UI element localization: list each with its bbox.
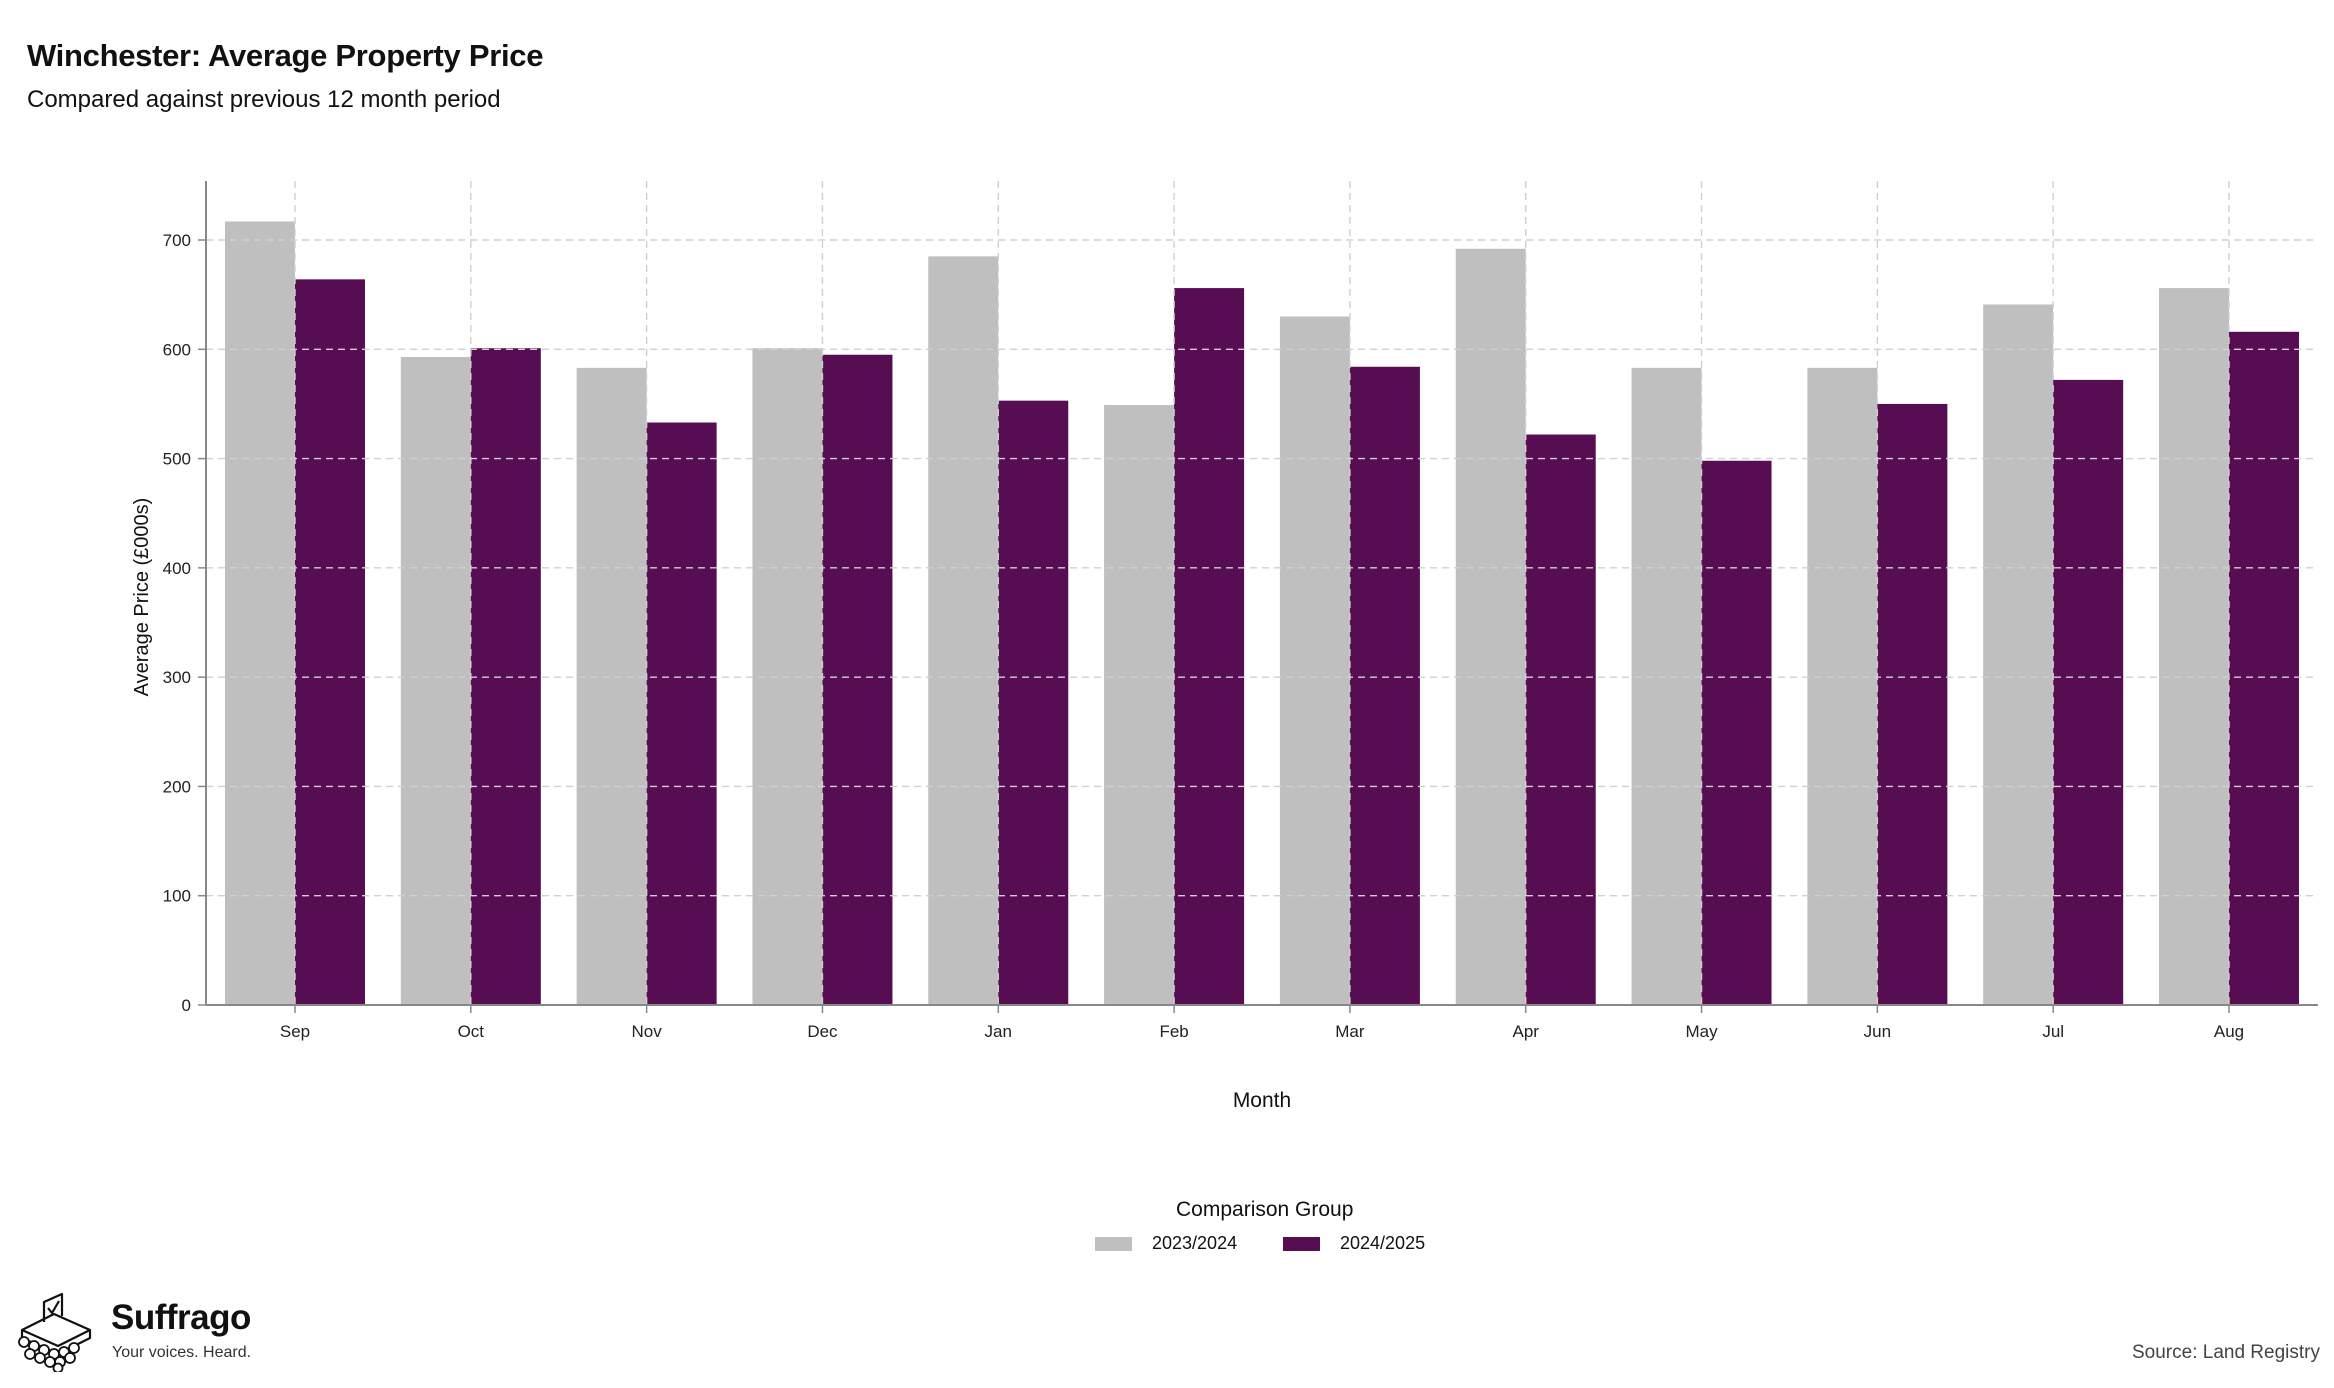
- bar-2024-2025-aug: [2229, 331, 2299, 1005]
- x-tick-label-mar: Mar: [1335, 1022, 1365, 1041]
- x-tick-label-feb: Feb: [1159, 1022, 1188, 1041]
- bar-2024-2025-jan: [998, 400, 1069, 1005]
- y-tick-label-300: 300: [163, 668, 191, 687]
- x-tick-label-may: May: [1685, 1022, 1718, 1041]
- chart-subtitle: Compared against previous 12 month perio…: [27, 86, 501, 113]
- x-tick-label-jul: Jul: [2042, 1022, 2064, 1041]
- y-tick-label-0: 0: [182, 996, 191, 1015]
- x-tick-label-oct: Oct: [458, 1022, 485, 1041]
- x-tick-label-nov: Nov: [632, 1022, 663, 1041]
- bar-2024-2025-mar: [1349, 366, 1420, 1005]
- x-tick-label-jun: Jun: [1864, 1022, 1891, 1041]
- bar-2024-2025-jul: [2053, 379, 2124, 1005]
- y-tick-label-100: 100: [163, 887, 191, 906]
- y-tick-label-600: 600: [163, 340, 191, 359]
- bar-2023-2024-nov: [576, 367, 647, 1006]
- brand-name: Suffrago: [111, 1298, 251, 1337]
- bar-2024-2025-nov: [646, 422, 717, 1005]
- bar-2023-2024-mar: [1279, 316, 1350, 1005]
- bar-2024-2025-apr: [1525, 434, 1596, 1005]
- bar-2024-2025-sep: [295, 279, 365, 1005]
- bar-2023-2024-jun: [1807, 367, 1878, 1006]
- chart-title: Winchester: Average Property Price: [27, 38, 544, 73]
- bar-2023-2024-apr: [1455, 248, 1526, 1005]
- legend-item-2023-2024: 2023/2024: [1095, 1233, 1237, 1254]
- y-tick-label-500: 500: [163, 450, 191, 469]
- bar-2023-2024-feb: [1104, 405, 1175, 1005]
- legend-swatch-2023-2024: [1095, 1236, 1132, 1251]
- bar-2023-2024-jul: [1983, 304, 2054, 1005]
- legend-item-2024-2025: 2024/2025: [1283, 1233, 1425, 1254]
- bar-2024-2025-jun: [1877, 403, 1948, 1005]
- bar-2024-2025-may: [1701, 460, 1772, 1005]
- y-tick-label-200: 200: [163, 777, 191, 796]
- x-tick-label-aug: Aug: [2214, 1022, 2244, 1041]
- y-tick-label-400: 400: [163, 559, 191, 578]
- source-note: Source: Land Registry: [2132, 1342, 2320, 1363]
- bar-2024-2025-feb: [1174, 288, 1245, 1006]
- legend-label-2024-2025: 2024/2025: [1340, 1233, 1426, 1253]
- x-tick-label-sep: Sep: [280, 1022, 310, 1041]
- legend-swatch-2024-2025: [1283, 1236, 1320, 1251]
- y-axis-title: Average Price (£000s): [131, 498, 153, 697]
- bar-2023-2024-jan: [928, 256, 999, 1006]
- x-tick-label-jan: Jan: [985, 1022, 1012, 1041]
- y-tick-label-700: 700: [163, 231, 191, 250]
- x-tick-label-dec: Dec: [807, 1022, 838, 1041]
- legend-title: Comparison Group: [1176, 1198, 1354, 1221]
- x-axis-title: Month: [1233, 1089, 1291, 1112]
- brand-tagline: Your voices. Heard.: [112, 1344, 252, 1361]
- bar-2023-2024-oct: [400, 356, 471, 1006]
- bar-2023-2024-aug: [2159, 288, 2229, 1006]
- bar-2024-2025-dec: [822, 354, 893, 1005]
- bar-2023-2024-sep: [225, 221, 295, 1005]
- x-tick-label-apr: Apr: [1512, 1022, 1539, 1041]
- bar-2023-2024-may: [1631, 367, 1702, 1006]
- ballot-box-logo-icon: [18, 1292, 92, 1372]
- legend-label-2023-2024: 2023/2024: [1152, 1233, 1238, 1253]
